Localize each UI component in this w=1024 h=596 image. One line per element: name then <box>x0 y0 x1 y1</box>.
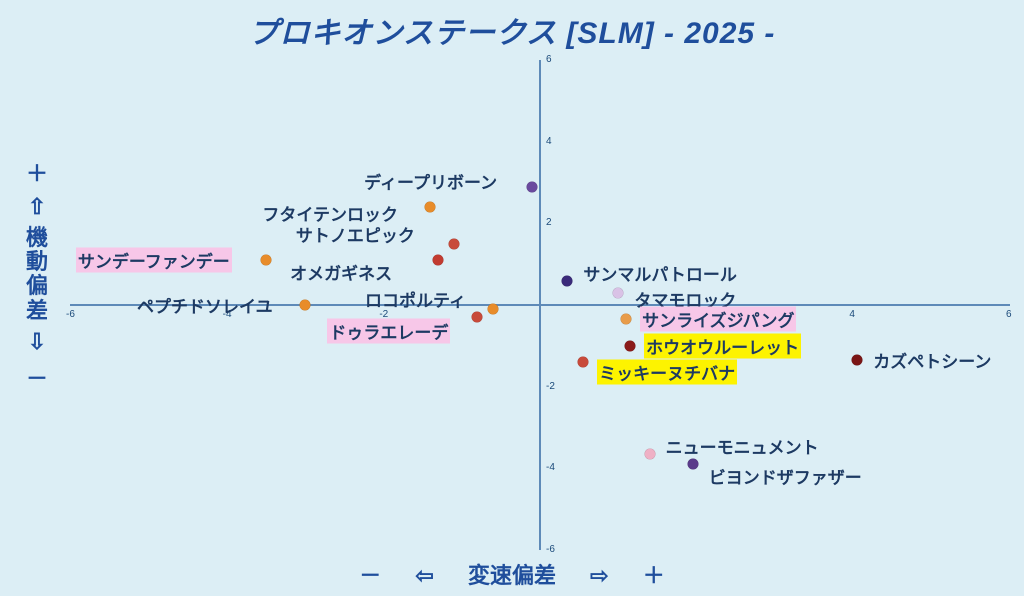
data-point <box>425 202 436 213</box>
x-left-arrow: ⇦ <box>415 563 433 588</box>
data-label: ディープリボーン <box>362 168 499 193</box>
data-point <box>260 255 271 266</box>
x-tick: 6 <box>1006 309 1012 320</box>
chart-canvas: プロキオンステークス [SLM] - 2025 - ＋ ⇧ 機動偏差 ⇩ － －… <box>0 0 1024 596</box>
x-axis-label: 変速偏差 <box>468 563 556 588</box>
data-point <box>433 255 444 266</box>
y-tick: -2 <box>546 381 555 392</box>
x-minus: － <box>359 563 381 588</box>
x-right-arrow: ⇨ <box>590 563 608 588</box>
data-point <box>527 181 538 192</box>
data-point <box>644 449 655 460</box>
data-label: サンデーファンデー <box>76 248 232 273</box>
data-label: サトノエピック <box>294 221 417 246</box>
y-tick: -4 <box>546 462 555 473</box>
data-label: オメガギネス <box>288 260 394 285</box>
y-axis-label-block: ＋ ⇧ 機動偏差 ⇩ － <box>22 150 52 399</box>
data-label: サンライズジパング <box>640 307 796 332</box>
y-plus: ＋ <box>22 156 52 188</box>
data-point <box>562 275 573 286</box>
y-tick: 2 <box>546 217 552 228</box>
data-point <box>621 314 632 325</box>
data-label: カズペトシーン <box>871 348 993 373</box>
data-label: ペプチドソレイユ <box>135 293 275 318</box>
data-point <box>625 340 636 351</box>
data-label: ビヨンドザファザー <box>707 464 864 489</box>
y-up-arrow: ⇧ <box>22 194 52 220</box>
data-label: ホウオウルーレット <box>644 333 801 358</box>
y-tick: 6 <box>546 54 552 65</box>
y-axis-label: 機動偏差 <box>22 226 52 323</box>
data-point <box>448 238 459 249</box>
x-tick: 4 <box>849 309 855 320</box>
y-down-arrow: ⇩ <box>22 329 52 355</box>
data-point <box>687 459 698 470</box>
data-point <box>613 287 624 298</box>
chart-title: プロキオンステークス [SLM] - 2025 - <box>0 8 1024 52</box>
data-point <box>300 300 311 311</box>
data-point <box>472 312 483 323</box>
data-label: ニューモニュメント <box>664 434 821 459</box>
y-axis-line <box>539 60 541 550</box>
data-label: ミッキーヌチバナ <box>597 360 737 385</box>
data-point <box>852 355 863 366</box>
data-point <box>488 304 499 315</box>
y-minus: － <box>22 361 52 393</box>
x-plus: ＋ <box>643 563 665 588</box>
data-point <box>578 357 589 368</box>
data-label: ロコポルティ <box>363 287 468 312</box>
x-axis-label-block: － ⇦ 変速偏差 ⇨ ＋ <box>0 558 1024 590</box>
data-label: ドゥラエレーデ <box>327 319 450 344</box>
y-tick: -6 <box>546 544 555 555</box>
data-label: サンマルパトロール <box>581 260 739 285</box>
y-tick: 4 <box>546 136 552 147</box>
x-tick: -6 <box>66 309 75 320</box>
plot-area: -6-4-2246-6-4-2246ディープリボーンフタイテンロックサトノエピッ… <box>70 60 1010 550</box>
